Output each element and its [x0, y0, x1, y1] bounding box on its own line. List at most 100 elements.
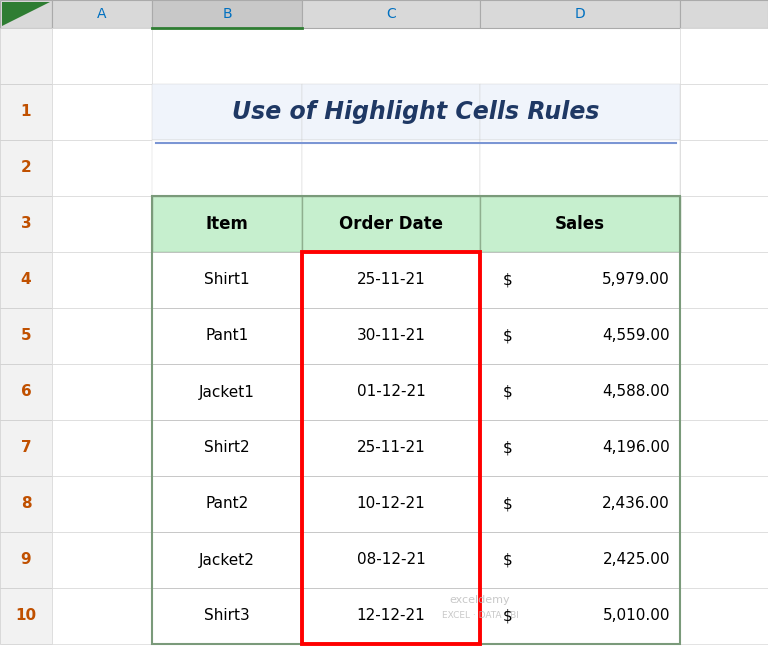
Text: 5,979.00: 5,979.00 — [602, 272, 670, 287]
Bar — [480, 476, 680, 532]
Bar — [152, 364, 302, 420]
Text: 2,425.00: 2,425.00 — [603, 553, 670, 567]
Text: Jacket1: Jacket1 — [199, 384, 255, 399]
Bar — [152, 476, 302, 532]
Text: Item: Item — [206, 215, 248, 233]
Text: EXCEL · DATA · BI: EXCEL · DATA · BI — [442, 611, 518, 620]
Bar — [0, 308, 52, 364]
Text: $: $ — [503, 441, 513, 455]
Text: 4,559.00: 4,559.00 — [602, 329, 670, 344]
Bar — [52, 84, 152, 140]
Text: Shirt2: Shirt2 — [204, 441, 250, 455]
Text: 5: 5 — [21, 329, 31, 344]
Bar — [152, 196, 302, 252]
Bar — [302, 140, 480, 196]
Text: Pant2: Pant2 — [205, 496, 249, 512]
Bar — [152, 0, 302, 28]
Bar — [0, 28, 52, 84]
Bar — [680, 252, 768, 308]
Bar — [152, 140, 302, 196]
Bar — [52, 0, 152, 28]
Bar — [680, 532, 768, 588]
Bar — [0, 364, 52, 420]
Text: $: $ — [503, 272, 513, 287]
Bar — [680, 140, 768, 196]
Text: B: B — [222, 7, 232, 21]
Bar — [0, 252, 52, 308]
Bar — [680, 84, 768, 140]
Bar — [302, 532, 480, 588]
Bar — [0, 476, 52, 532]
Text: 1: 1 — [21, 105, 31, 120]
Bar — [302, 588, 480, 644]
Bar — [302, 0, 480, 28]
Text: C: C — [386, 7, 396, 21]
Bar — [52, 364, 152, 420]
Bar — [52, 140, 152, 196]
Bar — [480, 140, 680, 196]
Bar — [0, 588, 52, 644]
Bar — [680, 420, 768, 476]
Bar — [0, 0, 52, 28]
Bar — [680, 196, 768, 252]
Text: 8: 8 — [21, 496, 31, 512]
Text: $: $ — [503, 496, 513, 512]
Text: 3: 3 — [21, 217, 31, 232]
Text: Order Date: Order Date — [339, 215, 443, 233]
Bar — [52, 196, 152, 252]
Bar — [52, 252, 152, 308]
Bar — [52, 476, 152, 532]
Text: 4,588.00: 4,588.00 — [603, 384, 670, 399]
Text: 4,196.00: 4,196.00 — [602, 441, 670, 455]
Text: 10: 10 — [15, 608, 37, 624]
Bar — [680, 588, 768, 644]
Text: 08-12-21: 08-12-21 — [356, 553, 425, 567]
Bar — [480, 84, 680, 140]
Bar — [52, 588, 152, 644]
Text: $: $ — [503, 384, 513, 399]
Text: A: A — [98, 7, 107, 21]
Text: 2,436.00: 2,436.00 — [602, 496, 670, 512]
Text: 7: 7 — [21, 441, 31, 455]
Text: 6: 6 — [21, 384, 31, 399]
Bar — [302, 84, 480, 140]
Text: 4: 4 — [21, 272, 31, 287]
Bar — [302, 196, 480, 252]
Bar — [52, 308, 152, 364]
Text: D: D — [574, 7, 585, 21]
Bar — [0, 140, 52, 196]
Text: $: $ — [503, 608, 513, 624]
Text: Jacket2: Jacket2 — [199, 553, 255, 567]
Bar — [302, 252, 480, 644]
Bar — [152, 588, 302, 644]
Bar — [52, 420, 152, 476]
Text: 2: 2 — [21, 160, 31, 175]
Bar — [680, 476, 768, 532]
Text: Shirt1: Shirt1 — [204, 272, 250, 287]
Text: 30-11-21: 30-11-21 — [356, 329, 425, 344]
Bar — [152, 196, 680, 644]
Bar — [480, 196, 680, 252]
Bar — [480, 0, 680, 28]
Bar — [0, 532, 52, 588]
Text: Shirt3: Shirt3 — [204, 608, 250, 624]
Bar — [0, 84, 52, 140]
Bar — [52, 532, 152, 588]
Text: 25-11-21: 25-11-21 — [356, 441, 425, 455]
Text: 12-12-21: 12-12-21 — [356, 608, 425, 624]
Bar — [480, 364, 680, 420]
Bar — [480, 252, 680, 308]
Polygon shape — [2, 2, 50, 26]
Bar — [680, 28, 768, 84]
Bar — [480, 420, 680, 476]
Bar — [480, 588, 680, 644]
Bar — [680, 0, 768, 28]
Text: Sales: Sales — [555, 215, 605, 233]
Bar — [152, 308, 302, 364]
Bar — [680, 364, 768, 420]
Text: 5,010.00: 5,010.00 — [603, 608, 670, 624]
Bar — [480, 532, 680, 588]
Bar — [52, 28, 152, 84]
Text: 10-12-21: 10-12-21 — [356, 496, 425, 512]
Bar — [0, 420, 52, 476]
